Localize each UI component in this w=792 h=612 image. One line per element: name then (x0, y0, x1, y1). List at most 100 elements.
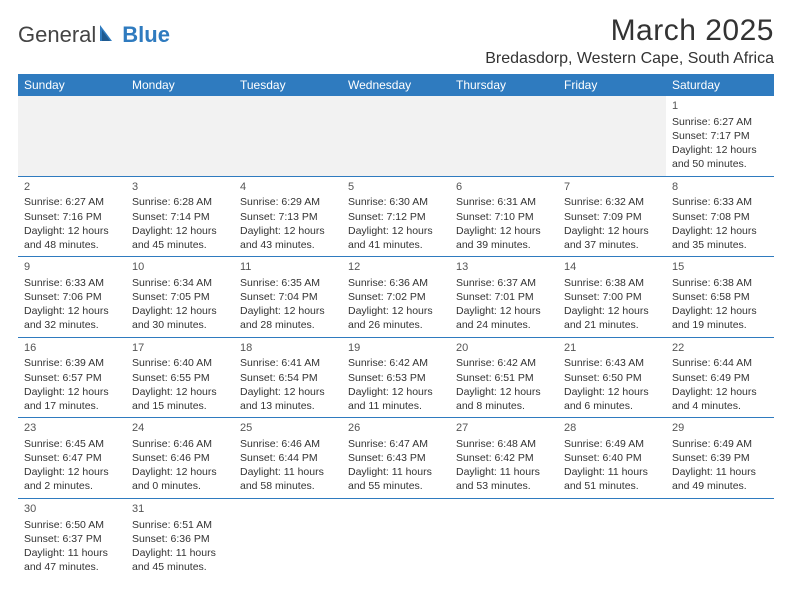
day-daylight2: and 30 minutes. (132, 318, 228, 332)
day-daylight2: and 4 minutes. (672, 399, 768, 413)
calendar-day: 21Sunrise: 6:43 AMSunset: 6:50 PMDayligh… (558, 338, 666, 418)
day-number: 3 (132, 180, 228, 195)
day-sunrise: Sunrise: 6:27 AM (24, 195, 120, 209)
day-daylight1: Daylight: 12 hours (348, 224, 444, 238)
day-daylight1: Daylight: 11 hours (672, 465, 768, 479)
day-sunrise: Sunrise: 6:46 AM (132, 437, 228, 451)
day-daylight2: and 24 minutes. (456, 318, 552, 332)
day-daylight1: Daylight: 12 hours (240, 385, 336, 399)
day-sunrise: Sunrise: 6:35 AM (240, 276, 336, 290)
day-sunset: Sunset: 6:43 PM (348, 451, 444, 465)
day-daylight2: and 49 minutes. (672, 479, 768, 493)
calendar-day: 2Sunrise: 6:27 AMSunset: 7:16 PMDaylight… (18, 177, 126, 257)
day-daylight1: Daylight: 12 hours (456, 224, 552, 238)
calendar-day: 26Sunrise: 6:47 AMSunset: 6:43 PMDayligh… (342, 418, 450, 498)
day-sunrise: Sunrise: 6:34 AM (132, 276, 228, 290)
day-number: 10 (132, 260, 228, 275)
day-sunrise: Sunrise: 6:38 AM (672, 276, 768, 290)
day-daylight1: Daylight: 12 hours (564, 304, 660, 318)
day-sunset: Sunset: 6:42 PM (456, 451, 552, 465)
day-sunset: Sunset: 6:44 PM (240, 451, 336, 465)
day-sunrise: Sunrise: 6:48 AM (456, 437, 552, 451)
day-daylight1: Daylight: 12 hours (672, 143, 768, 157)
day-sunset: Sunset: 7:08 PM (672, 210, 768, 224)
calendar-day: 6Sunrise: 6:31 AMSunset: 7:10 PMDaylight… (450, 177, 558, 257)
day-sunset: Sunset: 6:53 PM (348, 371, 444, 385)
day-daylight2: and 28 minutes. (240, 318, 336, 332)
day-daylight1: Daylight: 12 hours (456, 304, 552, 318)
day-sunrise: Sunrise: 6:49 AM (672, 437, 768, 451)
day-number: 28 (564, 421, 660, 436)
day-daylight2: and 37 minutes. (564, 238, 660, 252)
weekday-header: Sunday (18, 74, 126, 96)
day-daylight2: and 17 minutes. (24, 399, 120, 413)
weekday-header: Monday (126, 74, 234, 96)
day-number: 5 (348, 180, 444, 195)
day-number: 1 (672, 99, 768, 114)
calendar-day: 30Sunrise: 6:50 AMSunset: 6:37 PMDayligh… (18, 499, 126, 579)
weekday-header: Saturday (666, 74, 774, 96)
day-number: 24 (132, 421, 228, 436)
calendar-body: 1Sunrise: 6:27 AMSunset: 7:17 PMDaylight… (18, 96, 774, 578)
calendar-day: 11Sunrise: 6:35 AMSunset: 7:04 PMDayligh… (234, 257, 342, 337)
calendar-day: 14Sunrise: 6:38 AMSunset: 7:00 PMDayligh… (558, 257, 666, 337)
day-number: 31 (132, 502, 228, 517)
calendar-day-blank (558, 96, 666, 176)
day-daylight1: Daylight: 11 hours (348, 465, 444, 479)
day-number: 13 (456, 260, 552, 275)
day-sunset: Sunset: 6:49 PM (672, 371, 768, 385)
day-sunset: Sunset: 7:06 PM (24, 290, 120, 304)
day-sunset: Sunset: 7:10 PM (456, 210, 552, 224)
day-daylight2: and 41 minutes. (348, 238, 444, 252)
day-sunset: Sunset: 7:04 PM (240, 290, 336, 304)
calendar-day-blank (342, 499, 450, 579)
calendar-day: 10Sunrise: 6:34 AMSunset: 7:05 PMDayligh… (126, 257, 234, 337)
calendar-day: 29Sunrise: 6:49 AMSunset: 6:39 PMDayligh… (666, 418, 774, 498)
day-number: 23 (24, 421, 120, 436)
calendar-day: 1Sunrise: 6:27 AMSunset: 7:17 PMDaylight… (666, 96, 774, 176)
day-sunrise: Sunrise: 6:27 AM (672, 115, 768, 129)
day-number: 8 (672, 180, 768, 195)
day-sunset: Sunset: 6:54 PM (240, 371, 336, 385)
day-sunset: Sunset: 6:58 PM (672, 290, 768, 304)
weekday-header-row: SundayMondayTuesdayWednesdayThursdayFrid… (18, 74, 774, 96)
calendar-day-blank (666, 499, 774, 579)
day-daylight2: and 45 minutes. (132, 238, 228, 252)
calendar-day-blank (234, 499, 342, 579)
page-title: March 2025 (485, 14, 774, 48)
calendar-day: 12Sunrise: 6:36 AMSunset: 7:02 PMDayligh… (342, 257, 450, 337)
day-number: 20 (456, 341, 552, 356)
calendar-day: 4Sunrise: 6:29 AMSunset: 7:13 PMDaylight… (234, 177, 342, 257)
day-sunrise: Sunrise: 6:51 AM (132, 518, 228, 532)
day-sunrise: Sunrise: 6:45 AM (24, 437, 120, 451)
day-daylight2: and 21 minutes. (564, 318, 660, 332)
day-number: 22 (672, 341, 768, 356)
day-sunrise: Sunrise: 6:37 AM (456, 276, 552, 290)
day-sunrise: Sunrise: 6:33 AM (24, 276, 120, 290)
day-daylight1: Daylight: 12 hours (24, 465, 120, 479)
calendar-day: 9Sunrise: 6:33 AMSunset: 7:06 PMDaylight… (18, 257, 126, 337)
day-sunset: Sunset: 6:36 PM (132, 532, 228, 546)
day-number: 26 (348, 421, 444, 436)
day-sunrise: Sunrise: 6:30 AM (348, 195, 444, 209)
calendar-day-blank (450, 96, 558, 176)
page-subtitle: Bredasdorp, Western Cape, South Africa (485, 50, 774, 68)
weekday-header: Wednesday (342, 74, 450, 96)
day-sunset: Sunset: 6:55 PM (132, 371, 228, 385)
day-number: 25 (240, 421, 336, 436)
calendar-day: 8Sunrise: 6:33 AMSunset: 7:08 PMDaylight… (666, 177, 774, 257)
day-sunrise: Sunrise: 6:46 AM (240, 437, 336, 451)
calendar-day: 27Sunrise: 6:48 AMSunset: 6:42 PMDayligh… (450, 418, 558, 498)
day-daylight1: Daylight: 11 hours (456, 465, 552, 479)
day-daylight2: and 32 minutes. (24, 318, 120, 332)
calendar-day: 5Sunrise: 6:30 AMSunset: 7:12 PMDaylight… (342, 177, 450, 257)
calendar-day: 17Sunrise: 6:40 AMSunset: 6:55 PMDayligh… (126, 338, 234, 418)
day-daylight2: and 51 minutes. (564, 479, 660, 493)
calendar-day-blank (558, 499, 666, 579)
day-sunset: Sunset: 7:02 PM (348, 290, 444, 304)
day-daylight2: and 11 minutes. (348, 399, 444, 413)
day-sunrise: Sunrise: 6:39 AM (24, 356, 120, 370)
day-number: 27 (456, 421, 552, 436)
day-daylight1: Daylight: 12 hours (132, 224, 228, 238)
day-number: 9 (24, 260, 120, 275)
